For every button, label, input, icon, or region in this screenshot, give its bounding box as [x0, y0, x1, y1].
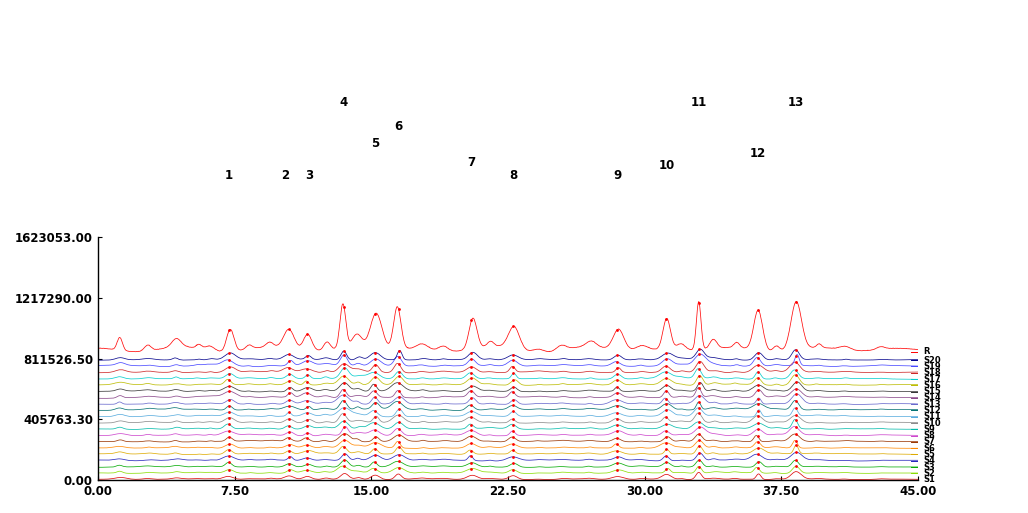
- Text: 7: 7: [468, 156, 476, 169]
- Text: S9: S9: [923, 425, 935, 434]
- Text: 13: 13: [787, 96, 804, 109]
- Text: S20: S20: [923, 356, 941, 365]
- Text: S13: S13: [923, 400, 941, 409]
- Text: S7: S7: [923, 438, 935, 446]
- Text: S5: S5: [923, 450, 935, 459]
- Text: S19: S19: [923, 362, 941, 371]
- Text: S3: S3: [923, 463, 935, 471]
- Text: 3: 3: [305, 168, 314, 182]
- Text: 10: 10: [658, 159, 674, 172]
- Text: S12: S12: [923, 406, 942, 415]
- Text: S4: S4: [923, 456, 935, 465]
- Text: S16: S16: [923, 381, 942, 390]
- Text: S17: S17: [923, 374, 941, 384]
- Text: 12: 12: [749, 147, 766, 160]
- Text: 8: 8: [509, 168, 517, 182]
- Text: 5: 5: [371, 137, 379, 150]
- Text: S2: S2: [923, 469, 935, 478]
- Text: S15: S15: [923, 387, 942, 396]
- Text: 6: 6: [395, 120, 403, 133]
- Text: S18: S18: [923, 368, 941, 377]
- Text: S10: S10: [923, 419, 941, 427]
- Text: 9: 9: [613, 168, 621, 182]
- Text: S6: S6: [923, 444, 935, 452]
- Text: S1: S1: [923, 475, 935, 484]
- Text: S11: S11: [923, 412, 942, 421]
- Text: 11: 11: [691, 96, 707, 109]
- Text: S8: S8: [923, 431, 935, 440]
- Text: 4: 4: [340, 96, 348, 109]
- Text: R: R: [923, 347, 930, 356]
- Text: S14: S14: [923, 393, 942, 402]
- Text: 2: 2: [282, 168, 290, 182]
- Text: 1: 1: [225, 168, 233, 182]
